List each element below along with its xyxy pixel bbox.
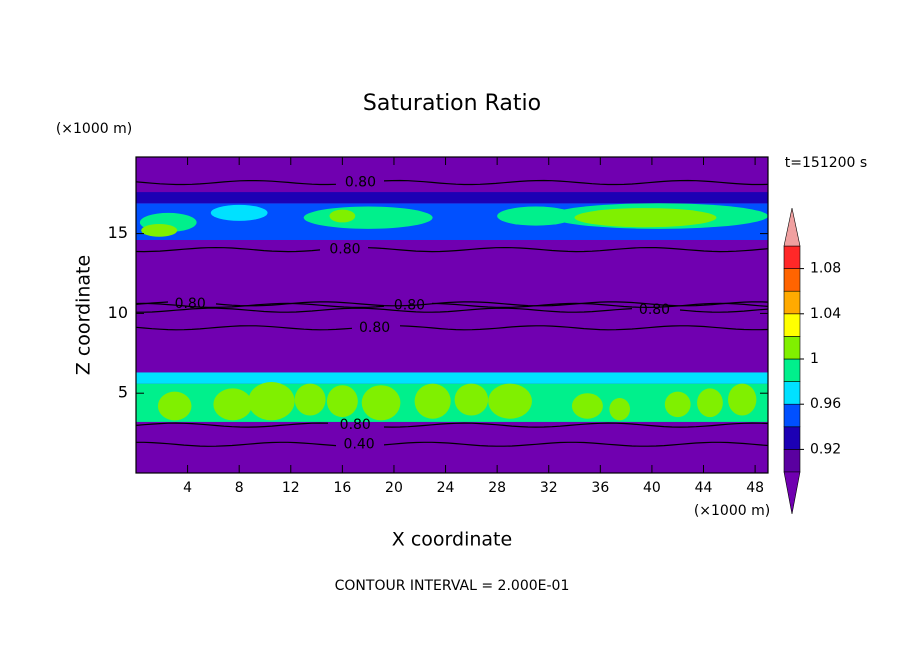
colorbar-segment <box>783 381 801 405</box>
field-blob <box>488 383 532 419</box>
x-tick-label: 48 <box>746 480 764 496</box>
field-blob <box>697 388 723 418</box>
contour-label: 0.40 <box>344 436 375 452</box>
field-blob <box>571 393 603 419</box>
contour-line <box>136 307 768 313</box>
x-tick-label: 8 <box>235 480 244 496</box>
x-tick-label: 40 <box>643 480 661 496</box>
field-blob <box>141 224 178 237</box>
x-tick-label: 24 <box>437 480 455 496</box>
x-tick-label: 36 <box>591 480 609 496</box>
colorbar-segment <box>783 290 801 315</box>
colorbar-segment <box>783 403 801 428</box>
field-blob <box>609 397 630 421</box>
x-tick-label: 16 <box>333 480 351 496</box>
field-blob <box>303 206 433 229</box>
field-blob <box>574 208 717 228</box>
colorbar-tick-label: 1.08 <box>810 261 841 277</box>
y-tick-label: 5 <box>118 383 128 402</box>
x-unit: (×1000 m) <box>694 503 770 519</box>
colorbar-segment <box>783 449 801 473</box>
colorbar-segment <box>783 358 801 382</box>
field-blob <box>294 383 326 416</box>
y-axis-label: Z coordinate <box>73 255 95 375</box>
field-blob <box>664 391 691 418</box>
plot-area: 0.800.800.80 0.800.800.800.800.40 <box>136 157 768 473</box>
time-label: t=151200 s <box>785 155 867 171</box>
contour-line <box>136 302 768 309</box>
colorbar-segment <box>783 245 801 269</box>
chart-title: Saturation Ratio <box>363 91 541 116</box>
colorbar-under <box>783 471 801 515</box>
contour-line <box>136 246 768 253</box>
plot-frame <box>135 156 769 474</box>
colorbar-tick-label: 0.96 <box>810 396 841 412</box>
x-tick-label: 28 <box>488 480 506 496</box>
x-tick-label: 32 <box>540 480 558 496</box>
field-band <box>136 192 768 204</box>
field-band <box>136 372 768 384</box>
colorbar-segment <box>783 336 801 360</box>
field-blob <box>414 383 451 419</box>
field-blob <box>329 209 356 223</box>
field-blob <box>454 383 489 416</box>
contour-line <box>136 441 768 447</box>
colorbar-over <box>783 207 801 247</box>
field-blob <box>728 383 757 416</box>
contour-label: 0.80 <box>359 320 390 336</box>
colorbar-tick-label: 1 <box>810 351 819 367</box>
contour-label: 0.80 <box>329 242 360 258</box>
footer: CONTOUR INTERVAL = 2.000E-01 <box>335 578 570 594</box>
field-blob <box>326 385 358 418</box>
colorbar-segment <box>783 313 801 337</box>
field-blob <box>210 204 268 221</box>
field-blob <box>213 388 253 421</box>
x-tick-label: 20 <box>385 480 403 496</box>
contour-label: 0.80 <box>639 302 670 318</box>
x-tick-label: 12 <box>282 480 300 496</box>
field-blob <box>157 391 192 421</box>
y-tick-label: 10 <box>108 303 128 322</box>
field-blob <box>361 385 401 421</box>
contour-line <box>136 325 768 331</box>
colorbar-segment <box>783 268 801 292</box>
contour-line <box>136 179 768 186</box>
y-unit: (×1000 m) <box>56 121 132 137</box>
colorbar-segment <box>783 426 801 450</box>
contour-label: 0.80 <box>340 417 371 433</box>
field-blob <box>248 382 295 421</box>
contour-line <box>136 422 768 428</box>
contour-label: 0.80 <box>345 175 376 191</box>
colorbar-tick-label: 0.92 <box>810 441 841 457</box>
x-axis-label: X coordinate <box>392 529 512 551</box>
x-tick-label: 4 <box>183 480 192 496</box>
y-tick-label: 15 <box>108 223 128 242</box>
field-blob <box>497 206 575 226</box>
x-tick-label: 44 <box>695 480 713 496</box>
colorbar-tick-label: 1.04 <box>810 306 841 322</box>
contour-label: 0.80 <box>175 296 206 312</box>
contour-label: 0.80 <box>394 297 425 313</box>
